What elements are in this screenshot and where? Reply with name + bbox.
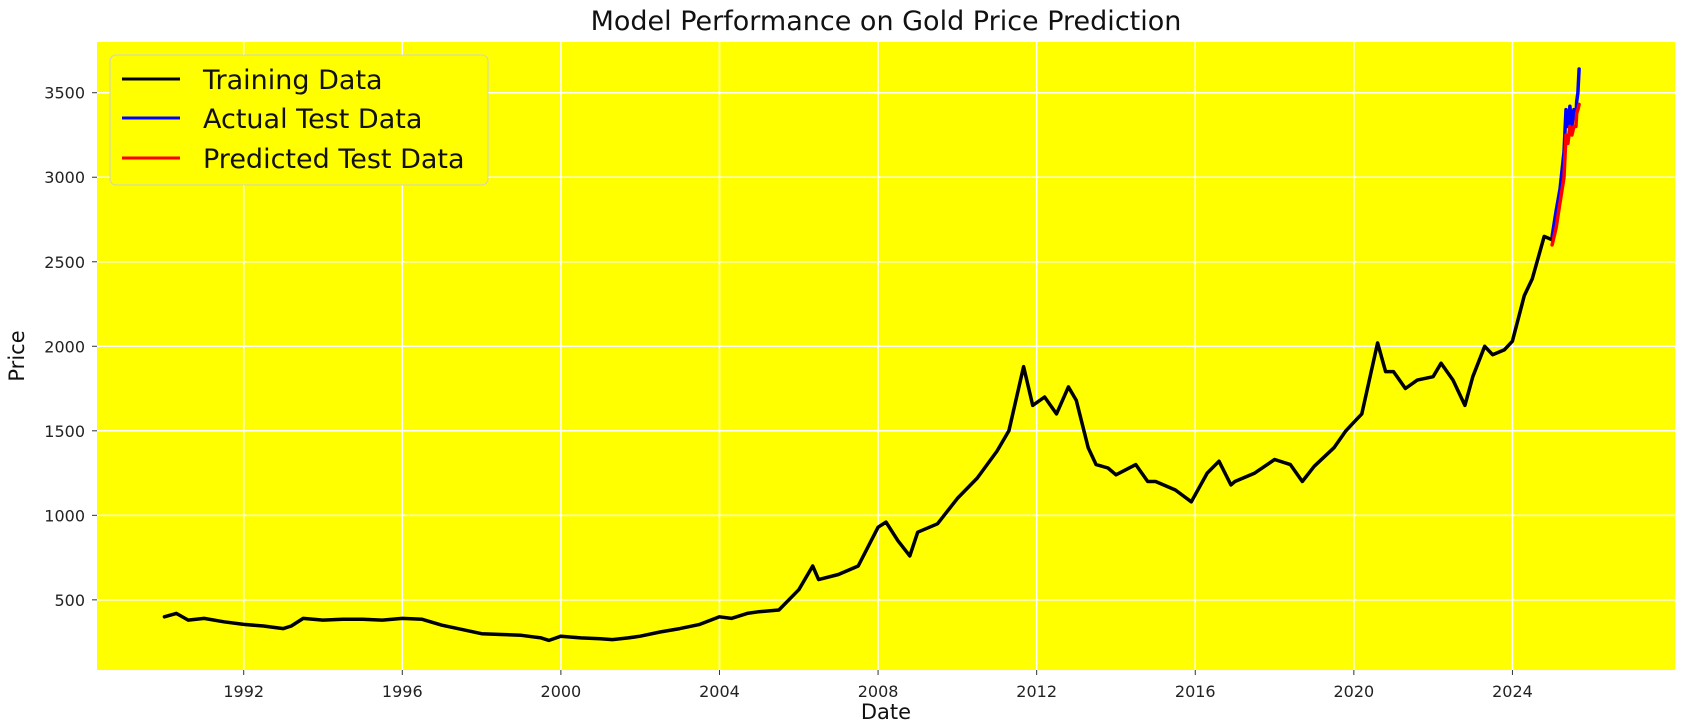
legend: Training Data Actual Test Data Predicted…	[109, 54, 489, 186]
y-tick-label: 500	[54, 591, 85, 610]
x-tick-label: 2000	[541, 682, 582, 701]
x-tick-label: 2004	[699, 682, 740, 701]
y-tick-label: 1500	[44, 422, 85, 441]
y-tick-label: 2000	[44, 337, 85, 356]
x-tick-label: 2012	[1016, 682, 1057, 701]
y-tick-label: 3500	[44, 84, 85, 103]
x-tick-label: 1996	[382, 682, 423, 701]
legend-label-training: Training Data	[202, 65, 383, 96]
legend-label-predicted: Predicted Test Data	[203, 144, 465, 175]
legend-box	[109, 54, 489, 186]
x-tick-label: 2016	[1175, 682, 1216, 701]
y-tick-label: 3000	[44, 168, 85, 187]
legend-label-actual: Actual Test Data	[203, 104, 422, 135]
y-tick-label: 1000	[44, 506, 85, 525]
y-tick-label: 2500	[44, 253, 85, 272]
x-tick-label: 2008	[858, 682, 899, 701]
chart-title: Model Performance on Gold Price Predicti…	[591, 6, 1182, 37]
actual-test-data-line	[1550, 67, 1581, 239]
training-data-line	[162, 234, 1554, 643]
x-tick-label: 1992	[223, 682, 264, 701]
x-axis-label: Date	[861, 700, 911, 724]
x-tick-label: 2024	[1492, 682, 1533, 701]
series-lines	[162, 67, 1581, 643]
x-tick-label: 2020	[1333, 682, 1374, 701]
y-axis-label: Price	[5, 330, 29, 381]
grid	[97, 42, 1675, 670]
predicted-test-data-line	[1550, 102, 1581, 247]
axis-ticks: 1992 1996 2000 2004 2008 2012 2016 2020 2024 500 1…	[44, 84, 1533, 701]
